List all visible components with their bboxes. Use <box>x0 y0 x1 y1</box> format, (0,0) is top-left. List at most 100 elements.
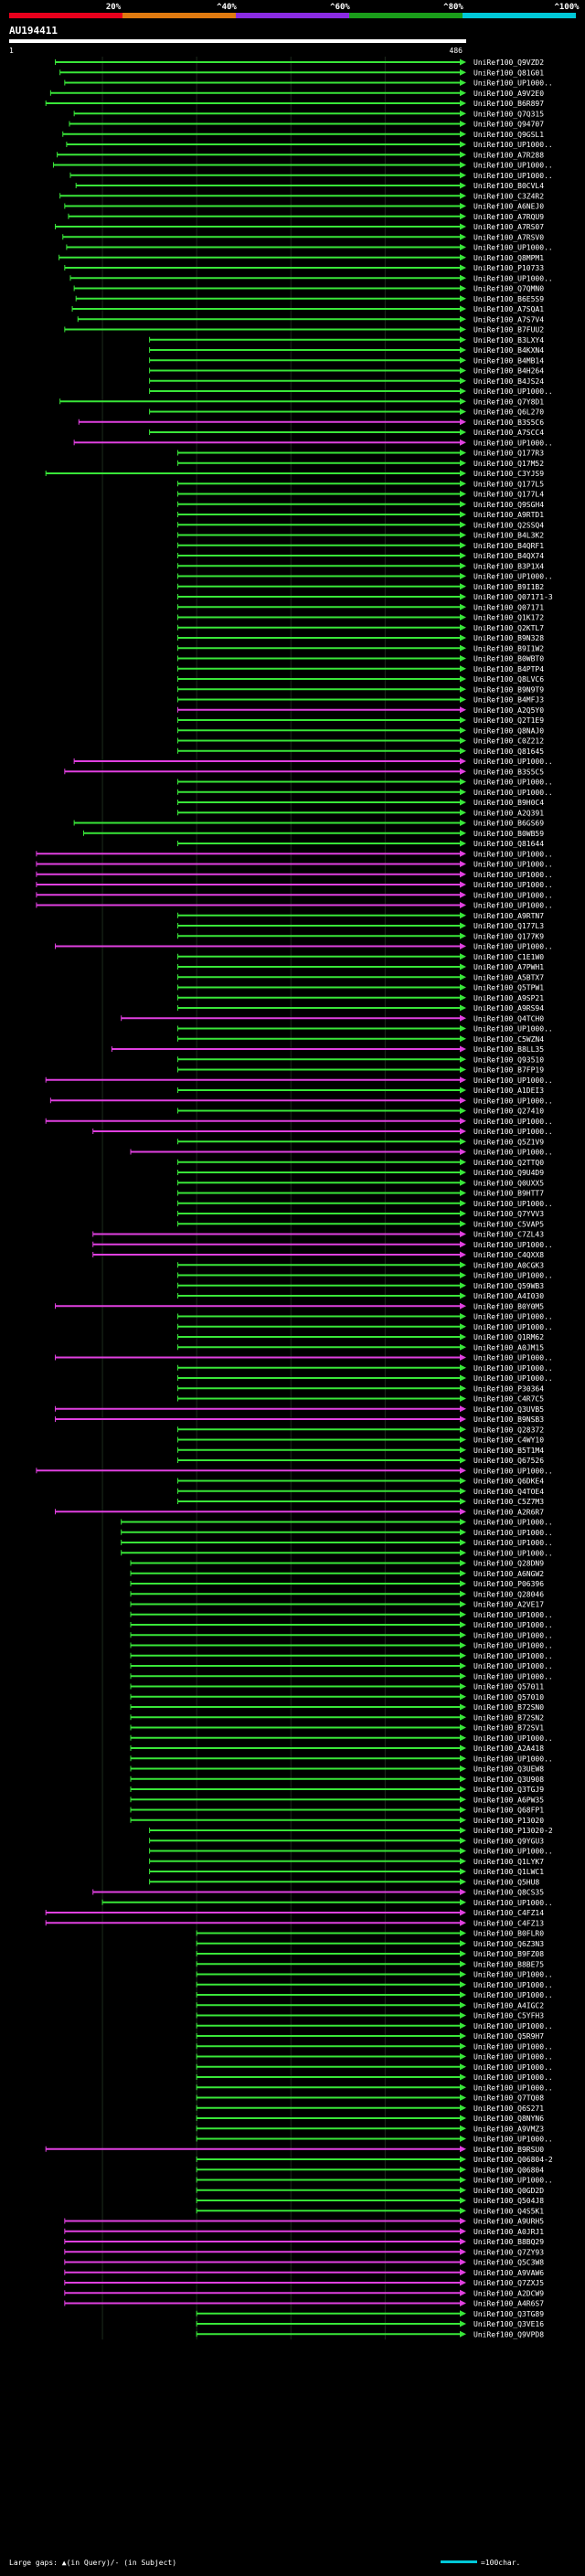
hit-label: UniRef100_A9VMZ3 <box>473 2125 544 2133</box>
hit-label: UniRef100_B0WBT0 <box>473 655 544 663</box>
hit-label: UniRef100_UP1000.. <box>473 1848 553 1856</box>
hit-label: UniRef100_UP1000.. <box>473 871 553 879</box>
hit-label: UniRef100_B4KXN4 <box>473 346 544 355</box>
hit-label: UniRef100_UP1000.. <box>473 891 553 899</box>
hit-label: UniRef100_C4R7C5 <box>473 1395 544 1404</box>
hit-arrow <box>460 1878 466 1885</box>
hit-label: UniRef100_Q8MPM1 <box>473 254 544 262</box>
hit-label: UniRef100_C4WY10 <box>473 1436 544 1445</box>
hit-arrow <box>460 203 466 209</box>
hit-arrow <box>460 1683 466 1690</box>
hit-label: UniRef100_UP1000.. <box>473 881 553 889</box>
hit-arrow <box>460 891 466 898</box>
hit-arrow <box>460 1097 466 1104</box>
hit-label: UniRef100_UP1000.. <box>473 1272 553 1280</box>
hit-label: UniRef100_Q5R9H7 <box>473 2032 544 2041</box>
hit-arrow <box>460 2053 466 2060</box>
hit-arrow <box>460 1066 466 1073</box>
hit-label: UniRef100_A4IGC2 <box>473 2001 544 2009</box>
hit-arrow <box>460 470 466 477</box>
hit-label: UniRef100_A6NEJ0 <box>473 203 544 211</box>
hit-arrow <box>460 932 466 939</box>
hit-arrow <box>460 922 466 929</box>
hit-arrow <box>460 2136 466 2142</box>
hit-label: UniRef100_UP1000.. <box>473 1149 553 1157</box>
hit-arrow <box>460 655 466 662</box>
hit-arrow <box>460 747 466 755</box>
hit-label: UniRef100_UP1000.. <box>473 2053 553 2062</box>
legend-swatch <box>9 13 122 18</box>
hit-label: UniRef100_A7SCC4 <box>473 429 544 437</box>
hit-arrow <box>460 850 466 857</box>
hit-label: UniRef100_B0CVL4 <box>473 182 544 190</box>
hit-arrow <box>460 1950 466 1957</box>
hit-arrow <box>460 2310 466 2317</box>
hit-arrow <box>460 1210 466 1217</box>
hit-label: UniRef100_UP1000.. <box>473 1128 553 1136</box>
hit-arrow <box>460 1138 466 1145</box>
hit-label: UniRef100_B72SN0 <box>473 1703 544 1712</box>
hit-arrow <box>460 1960 466 1967</box>
hit-arrow <box>460 2259 466 2265</box>
hit-arrow <box>460 1930 466 1936</box>
hit-label: UniRef100_Q4TOE4 <box>473 1488 544 1496</box>
hit-label: UniRef100_Q7YVV3 <box>473 1210 544 1218</box>
hit-label: UniRef100_UP1000.. <box>473 1539 553 1547</box>
hit-label: UniRef100_A9SP21 <box>473 994 544 1002</box>
hit-arrow <box>460 2104 466 2112</box>
hit-arrow <box>460 1035 466 1043</box>
hit-arrow <box>460 1519 466 1525</box>
hit-arrow <box>460 614 466 620</box>
hit-label: UniRef100_UP1000.. <box>473 1734 553 1743</box>
hit-label: UniRef100_Q6L270 <box>473 408 544 417</box>
hit-arrow <box>460 1539 466 1546</box>
hit-label: UniRef100_A7PWH1 <box>473 963 544 971</box>
hit-arrow <box>460 1848 466 1854</box>
hit-label: UniRef100_UP1000.. <box>473 1025 553 1034</box>
grid-lines <box>101 57 386 2340</box>
hit-arrow <box>460 80 466 86</box>
legend-swatch <box>463 13 576 18</box>
hit-label: UniRef100_Q81644 <box>473 840 544 848</box>
hit-label: UniRef100_Q3VE16 <box>473 2320 544 2328</box>
hit-label: UniRef100_B9FZ08 <box>473 1950 544 1958</box>
hit-label: UniRef100_Q177L3 <box>473 922 544 930</box>
hit-label: UniRef100_B3S5C6 <box>473 419 544 427</box>
hit-arrow <box>460 162 466 168</box>
hit-label: UniRef100_B4MFJ3 <box>473 696 544 705</box>
hit-label: UniRef100_Q7ZXJ5 <box>473 2279 544 2287</box>
hit-arrow <box>460 2289 466 2296</box>
hit-label: UniRef100_Q4TCH0 <box>473 1014 544 1023</box>
hit-arrow <box>460 1343 466 1351</box>
hit-label: UniRef100_Q93510 <box>473 1055 544 1064</box>
hit-arrow <box>460 274 466 281</box>
hit-arrow <box>460 2083 466 2091</box>
hit-label: UniRef100_UP1000.. <box>473 439 553 447</box>
hit-arrow <box>460 1981 466 1988</box>
hit-label: UniRef100_Q2T1E9 <box>473 716 544 725</box>
hit-label: UniRef100_Q2SSQ4 <box>473 521 544 529</box>
hit-label: UniRef100_Q0UXX5 <box>473 1179 544 1187</box>
hit-label: UniRef100_UP1000.. <box>473 1200 553 1208</box>
hit-label: UniRef100_Q6DKE4 <box>473 1478 544 1486</box>
hit-label: UniRef100_Q0GD2D <box>473 2187 544 2195</box>
hit-label: UniRef100_C0Z212 <box>473 737 544 746</box>
hit-label: UniRef100_C5WZN4 <box>473 1035 544 1044</box>
hit-arrow <box>460 1498 466 1505</box>
hit-label: UniRef100_A9URH5 <box>473 2218 544 2226</box>
hit-arrow <box>460 1488 466 1495</box>
hit-arrow <box>460 789 466 796</box>
hit-arrow <box>460 953 466 960</box>
hit-label: UniRef100_Q9U4D9 <box>473 1169 544 1177</box>
hit-label: UniRef100_B3S5C5 <box>473 768 544 776</box>
hit-label: UniRef100_B4MB14 <box>473 356 544 365</box>
hit-arrow <box>460 758 466 765</box>
hit-arrow <box>460 1868 466 1875</box>
hit-label: UniRef100_UP1000.. <box>473 2177 553 2185</box>
hit-label: UniRef100_Q177R3 <box>473 450 544 458</box>
hit-label: UniRef100_P30364 <box>473 1384 544 1393</box>
hit-label: UniRef100_UP1000.. <box>473 1662 553 1670</box>
hit-arrow <box>460 90 466 97</box>
hit-arrow <box>460 1919 466 1926</box>
hit-arrow <box>460 1724 466 1731</box>
